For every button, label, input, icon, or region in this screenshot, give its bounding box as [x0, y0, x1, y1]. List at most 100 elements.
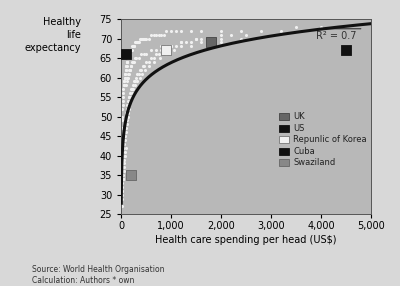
Point [123, 67, 129, 72]
Point [153, 52, 159, 56]
Point [120, 157, 126, 162]
Point [123, 63, 129, 68]
Point [258, 28, 264, 33]
Point [127, 91, 133, 96]
Point [122, 75, 128, 80]
Point [138, 67, 144, 72]
Point [125, 71, 131, 76]
Point [131, 60, 137, 64]
Point [143, 52, 149, 56]
Point [125, 110, 131, 115]
Point [124, 75, 130, 80]
Point [130, 44, 136, 49]
Point [120, 153, 126, 158]
Point [122, 118, 128, 123]
Point [188, 28, 194, 33]
Point [131, 79, 137, 84]
Point [198, 40, 204, 45]
Point [163, 28, 169, 33]
Point [119, 114, 125, 119]
Point [119, 177, 125, 181]
Point [120, 142, 126, 146]
Point [243, 32, 249, 37]
Point [278, 28, 284, 33]
Point [120, 146, 126, 150]
Point [146, 63, 152, 68]
Point [125, 56, 132, 60]
Point [123, 110, 129, 115]
Point [163, 48, 169, 53]
Point [136, 75, 143, 80]
Point [163, 44, 169, 49]
Point [128, 48, 135, 53]
Point [136, 40, 142, 45]
Point [118, 134, 125, 138]
Point [123, 63, 130, 68]
Point [133, 56, 139, 60]
Point [343, 48, 349, 53]
Point [122, 138, 128, 142]
Point [125, 56, 131, 60]
Point [140, 63, 146, 68]
Point [133, 75, 139, 80]
Point [318, 25, 324, 29]
Point [128, 48, 134, 53]
Point [124, 60, 130, 64]
Point [198, 28, 204, 33]
Point [123, 52, 129, 56]
Point [218, 36, 224, 41]
Point [122, 153, 128, 158]
Point [121, 165, 127, 170]
Point [218, 28, 224, 33]
Point [178, 40, 184, 45]
Point [160, 48, 167, 53]
Point [130, 44, 136, 49]
Point [146, 36, 152, 41]
Point [121, 161, 127, 166]
Point [238, 28, 244, 33]
Point [127, 67, 133, 72]
Point [122, 134, 128, 138]
Point [150, 60, 157, 64]
Point [124, 60, 130, 64]
Point [141, 63, 147, 68]
Point [139, 71, 145, 76]
Point [126, 95, 132, 99]
Point [120, 83, 127, 88]
Point [134, 40, 140, 45]
Point [126, 71, 132, 76]
Point [121, 157, 128, 162]
Point [142, 67, 148, 72]
Point [163, 52, 169, 56]
Point [124, 63, 130, 68]
X-axis label: Health care spending per head (US$): Health care spending per head (US$) [155, 235, 337, 245]
Point [143, 36, 149, 41]
Point [124, 122, 130, 127]
Point [173, 44, 179, 49]
Point [122, 71, 128, 76]
Point [122, 114, 129, 119]
Point [218, 40, 224, 45]
Point [143, 60, 149, 64]
Point [121, 79, 127, 84]
Point [123, 126, 129, 131]
Point [228, 32, 234, 37]
Point [148, 32, 154, 37]
Point [119, 149, 125, 154]
Point [137, 67, 143, 72]
Text: Source: World Health Organisation
Calculation: Authors * own: Source: World Health Organisation Calcul… [32, 265, 164, 285]
Point [128, 95, 134, 99]
Text: R² = 0.7: R² = 0.7 [316, 31, 357, 41]
Point [238, 36, 244, 41]
Point [193, 36, 199, 41]
Point [120, 177, 126, 181]
Point [120, 99, 126, 103]
Point [120, 169, 127, 174]
Point [119, 146, 126, 150]
Point [158, 32, 164, 37]
Point [121, 138, 127, 142]
Point [127, 48, 133, 53]
Point [136, 71, 142, 76]
Point [156, 52, 162, 56]
Point [163, 48, 169, 53]
